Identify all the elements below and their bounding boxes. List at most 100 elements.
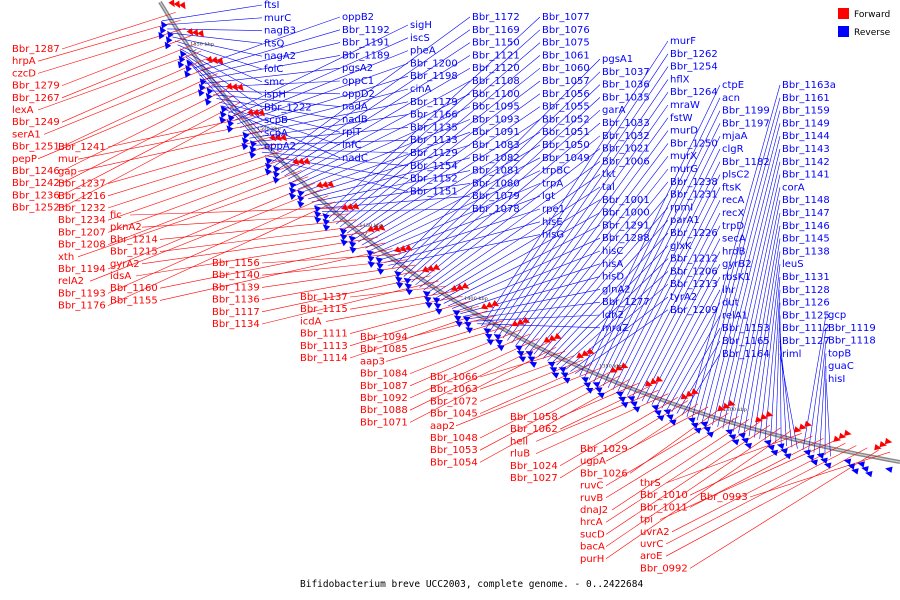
reverse-gene-label: nadC (342, 153, 368, 164)
reverse-gene-label: Bbr_1152 (410, 174, 458, 185)
forward-gene-label: Bbr_1092 (360, 393, 408, 404)
forward-gene-label: Bbr_1026 (580, 468, 628, 479)
forward-leader (409, 320, 505, 350)
reverse-leader (636, 238, 721, 400)
caption: Bifidobacterium breve UCC2003, complete … (300, 579, 643, 590)
gene-arrow (861, 466, 869, 473)
reverse-leader (511, 130, 669, 343)
forward-gene-label: tpi (640, 515, 653, 526)
gene-arrow (204, 98, 212, 106)
gene-arrow (394, 276, 403, 284)
forward-gene-label: Bbr_1241 (58, 142, 106, 153)
forward-leader (409, 338, 539, 399)
forward-gene-label: Bbr_1066 (430, 372, 478, 383)
reverse-gene-label: Bbr_1093 (472, 114, 520, 125)
forward-gene-label: Bbr_1053 (430, 445, 478, 456)
gene-arrow (592, 382, 601, 388)
gene-arrow (164, 41, 172, 50)
forward-gene-label: Bbr_1134 (212, 319, 260, 330)
gene-arrow (404, 244, 413, 251)
forward-leader (479, 355, 575, 390)
reverse-leader (193, 16, 341, 69)
scale-tick (731, 417, 734, 423)
gene-arrow (816, 452, 825, 459)
gene-arrow (763, 439, 772, 446)
forward-leader (61, 12, 176, 50)
reverse-leader (255, 139, 409, 146)
reverse-gene-label: glxK (670, 241, 692, 252)
reverse-gene-label: Bbr_1238 (670, 177, 718, 188)
reverse-leader (622, 200, 721, 394)
gene-arrow (219, 110, 227, 119)
legend: Forward Reverse (838, 8, 891, 38)
reverse-gene-label: Bbr_1222 (264, 102, 312, 113)
reverse-gene-label: Bbr_1200 (410, 58, 458, 69)
gene-arrow (322, 218, 330, 226)
gene-arrow (495, 339, 503, 346)
gene-arrow (767, 444, 775, 451)
reverse-leader (588, 110, 721, 380)
forward-gene-label: Bbr_1087 (360, 381, 408, 392)
forward-leader (349, 290, 455, 310)
reverse-leader (274, 29, 471, 167)
gene-arrow (348, 241, 357, 248)
reverse-leader (738, 212, 781, 434)
reverse-gene-label: parA1 (670, 215, 700, 226)
reverse-gene-label: trpA (542, 178, 563, 189)
reverse-gene-label: Bbr_1288 (602, 233, 650, 244)
gene-arrow (226, 125, 234, 133)
forward-gene-label: Bbr_1011 (640, 502, 688, 513)
reverse-gene-label: hisA (602, 259, 623, 270)
reverse-leader (696, 110, 781, 421)
forward-leader (159, 242, 386, 289)
reverse-leader (598, 136, 721, 384)
reverse-leader (233, 50, 409, 121)
reverse-gene-label: Bbr_1021 (602, 144, 650, 155)
gene-arrow (288, 187, 297, 195)
reverse-leader (162, 4, 263, 22)
gene-arrow (620, 402, 629, 409)
reverse-gene-label: Bbr_1118 (828, 336, 876, 347)
reverse-leader (403, 97, 601, 277)
gene-arrow (483, 328, 491, 335)
reverse-gene-label: hflX (670, 74, 690, 85)
reverse-gene-label: rpe1 (542, 204, 565, 215)
forward-gene-label: Bbr_1193 (58, 288, 106, 299)
gene-arrow (755, 416, 763, 423)
gene-arrow (231, 83, 239, 91)
reverse-gene-label: Bbr_1172 (472, 12, 520, 23)
forward-gene-label: Bbr_0993 (700, 492, 748, 503)
gene-arrow (249, 151, 257, 159)
forward-leader (409, 342, 548, 411)
reverse-gene-label: oppD2 (342, 89, 375, 100)
reverse-leader (451, 250, 601, 309)
reverse-gene-label: Bbr_1078 (472, 204, 520, 215)
reverse-leader (196, 29, 341, 73)
legend-forward-swatch (838, 8, 849, 19)
gene-arrow (227, 114, 235, 122)
reverse-gene-label: Bbr_1052 (542, 114, 590, 125)
gene-arrow (184, 70, 191, 78)
gene-arrow (562, 377, 571, 384)
reverse-gene-label: Bbr_1000 (602, 208, 650, 219)
forward-gene-label: sucD (580, 529, 605, 540)
reverse-gene-label: Bbr_1119 (828, 323, 876, 334)
gene-arrow (177, 60, 185, 69)
gene-arrow (249, 140, 257, 148)
forward-gene-label: serA1 (12, 129, 41, 140)
reverse-gene-label: hisC (602, 246, 623, 257)
forward-leader (159, 219, 357, 240)
forward-leader (77, 130, 264, 172)
reverse-gene-label: Bbr_1001 (602, 195, 650, 206)
gene-arrow (615, 391, 624, 398)
gene-arrow (583, 382, 591, 389)
forward-leader (107, 136, 271, 184)
reverse-gene-label: Bbr_1198 (410, 71, 458, 82)
gene-arrow (517, 318, 525, 325)
gene-arrow (269, 133, 277, 142)
reverse-leader (372, 183, 541, 255)
forward-gene-label: Bbr_1234 (58, 215, 106, 226)
gene-arrow (666, 414, 674, 421)
reverse-gene-label: Bbr_1127 (782, 336, 830, 347)
